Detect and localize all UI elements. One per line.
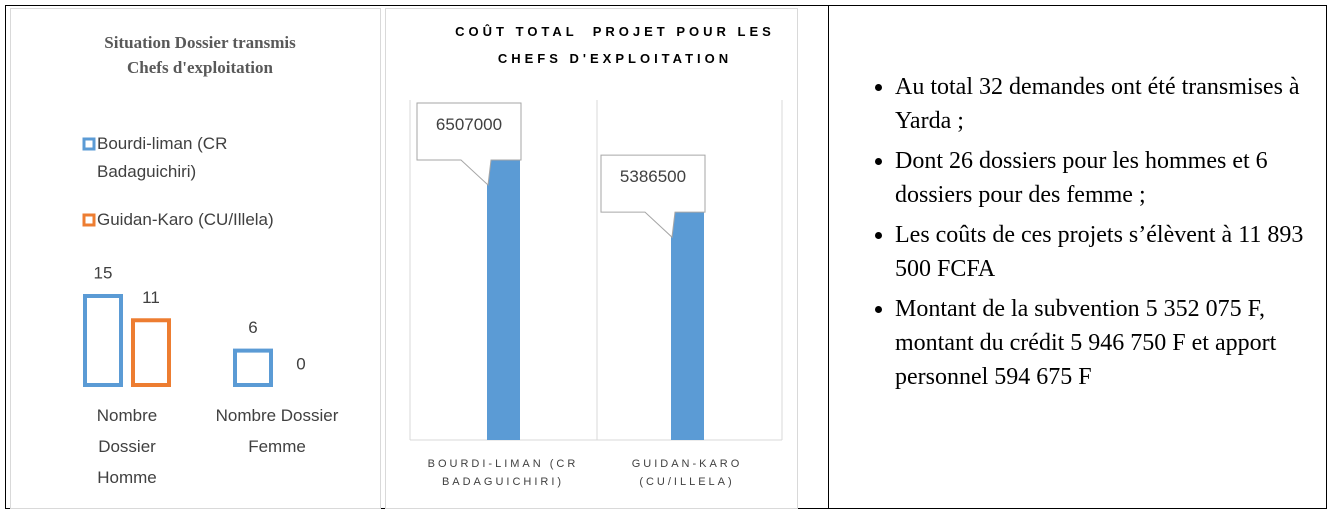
legend-label: Guidan-Karo (CU/Illela) xyxy=(97,210,274,229)
legend-swatch xyxy=(82,213,96,227)
x-tick-label: BOURDI-LIMAN (CR BADAGUICHIRI) xyxy=(427,458,579,488)
value-label: 5386500 xyxy=(620,167,686,186)
bullet-item: Les coûts de ces projets s’élèvent à 11 … xyxy=(895,218,1315,286)
chart-frame xyxy=(385,8,798,509)
bar xyxy=(233,348,273,388)
x-tick-label: GUIDAN-KARO (CU/ILLELA) xyxy=(631,458,743,488)
x-tick-label: Nombre Dossier Femme xyxy=(215,406,339,456)
callout xyxy=(416,102,522,187)
bullet-item: Dont 26 dossiers pour les hommes et 6 do… xyxy=(895,144,1315,212)
callout xyxy=(600,154,706,239)
bullet-item: Montant de la subvention 5 352 075 F, mo… xyxy=(895,292,1315,394)
bar xyxy=(83,294,123,387)
bullet-item: Au total 32 demandes ont été transmises … xyxy=(895,70,1315,138)
chart-title: COÛT TOTAL PROJET POUR LES CHEFS D'EXPLO… xyxy=(455,24,783,66)
bar xyxy=(487,137,520,440)
value-label: 15 xyxy=(94,263,113,282)
chart-title: Situation Dossier transmis Chefs d'explo… xyxy=(104,33,296,77)
bullet-list: Au total 32 demandes ont été transmises … xyxy=(853,70,1315,394)
bar xyxy=(131,318,171,387)
value-label: 11 xyxy=(142,288,160,307)
x-tick-label: Nombre Dossier Homme xyxy=(96,406,158,487)
bar xyxy=(671,189,704,440)
value-label: 6507000 xyxy=(436,115,502,134)
legend-swatch xyxy=(82,137,96,151)
value-label: 6 xyxy=(248,318,257,337)
chart-frame xyxy=(10,8,381,509)
legend-label: Bourdi-liman (CR Badaguichiri) xyxy=(97,134,228,181)
value-label: 0 xyxy=(296,354,305,373)
